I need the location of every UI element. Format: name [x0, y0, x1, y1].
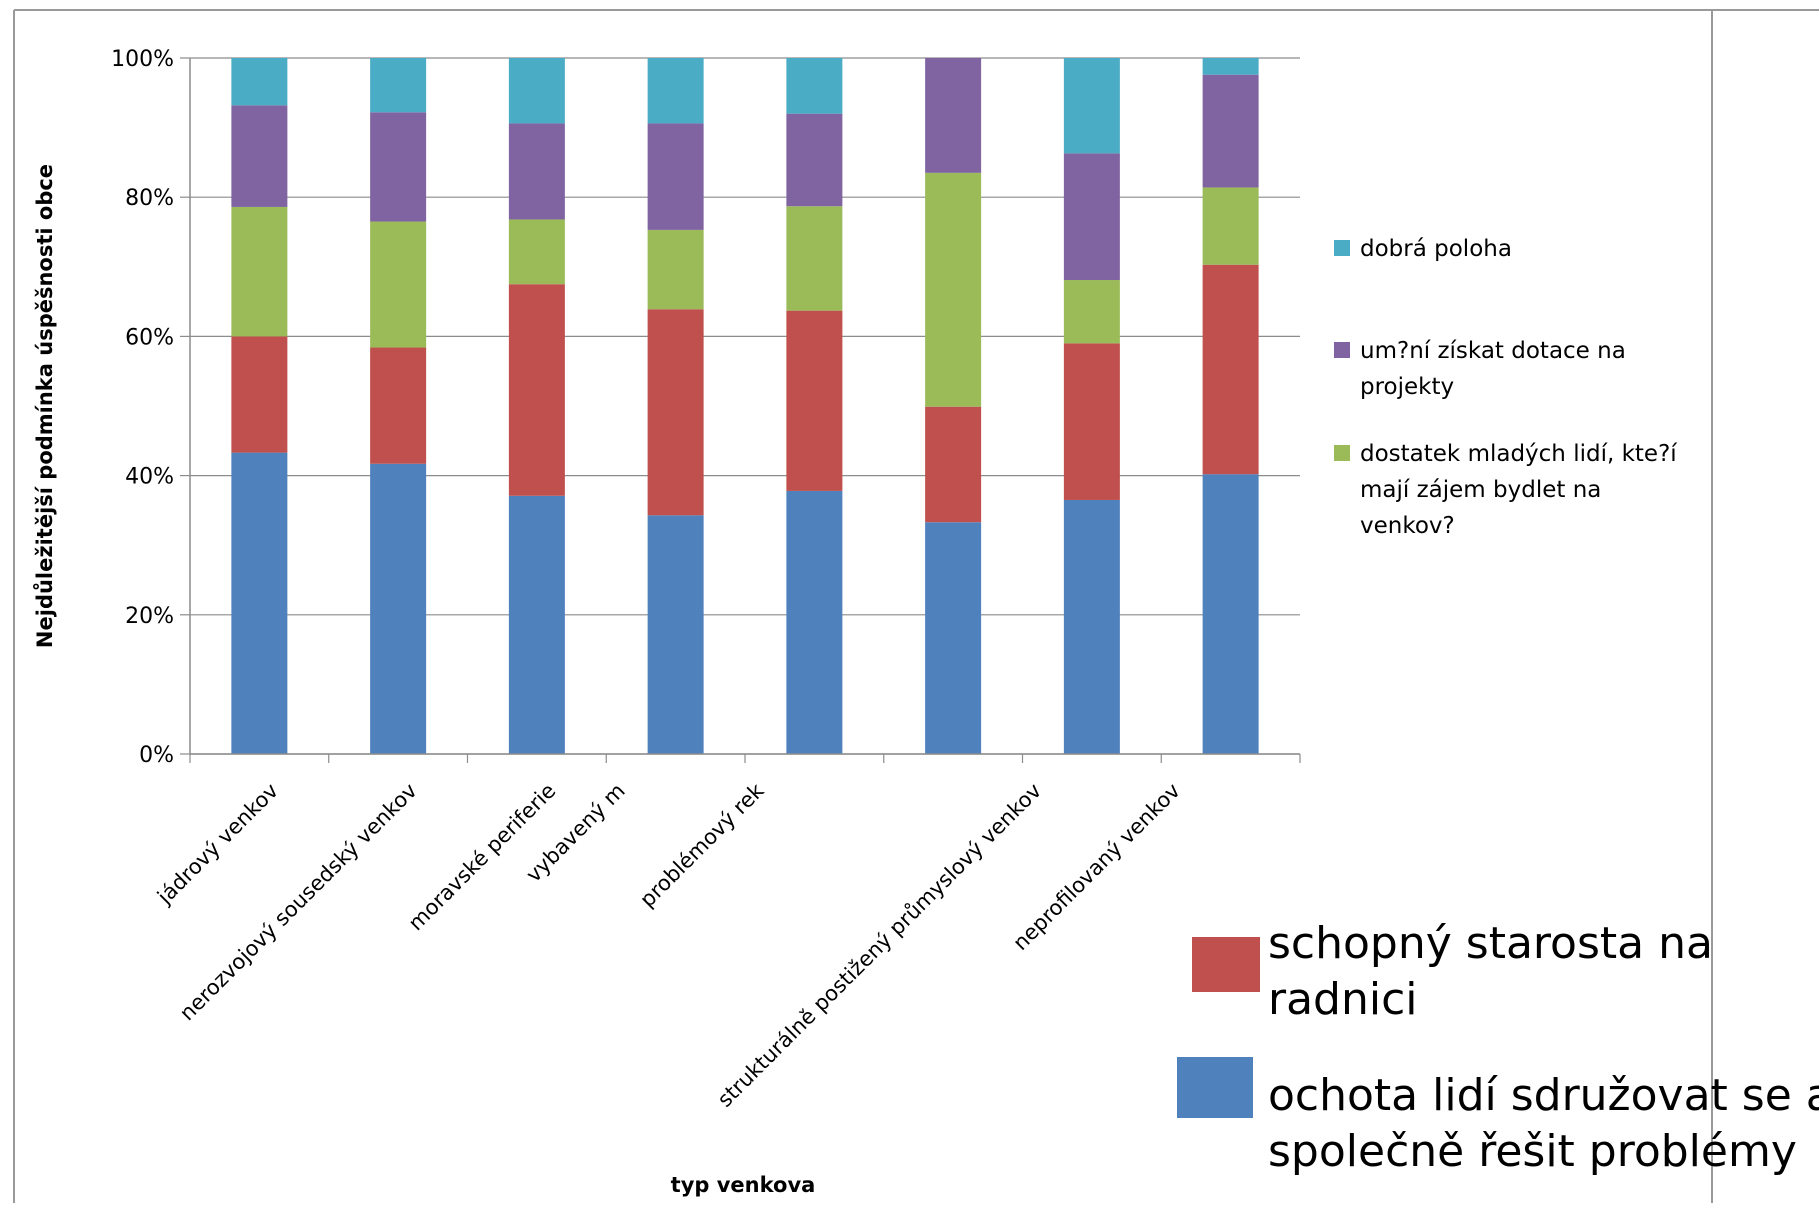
- bar-segment: [370, 463, 427, 754]
- bar-segment: [370, 347, 427, 464]
- bar-segment: [1063, 58, 1120, 154]
- bar-segment: [786, 310, 843, 491]
- legend-swatch: [1334, 342, 1350, 358]
- bar-segment: [647, 123, 704, 230]
- legend-label: dobrá poloha: [1360, 236, 1512, 262]
- bar-segment: [1202, 264, 1259, 475]
- bar-segment: [231, 452, 288, 754]
- gridlines: [190, 57, 1300, 755]
- bar-segment: [786, 206, 843, 311]
- bar-segment: [1063, 343, 1120, 500]
- bar-segment: [647, 515, 704, 754]
- bar-segment: [1063, 280, 1120, 344]
- bar-segment: [231, 206, 288, 337]
- y-tick-label: 20%: [125, 604, 174, 629]
- y-tick-label: 80%: [125, 186, 174, 211]
- bar-segment: [231, 336, 288, 453]
- legend-label: um?ní získat dotace na: [1360, 338, 1626, 364]
- bar-segment: [1202, 474, 1259, 754]
- bar-segment: [647, 309, 704, 516]
- bar-segment: [508, 58, 565, 124]
- y-tick-label: 40%: [125, 465, 174, 490]
- y-tick-label: 0%: [139, 743, 174, 768]
- x-tick-label: problémový rek: [635, 778, 769, 912]
- legend-label: venkov?: [1360, 513, 1455, 539]
- bar-segment: [925, 406, 982, 523]
- bar-segment: [925, 58, 982, 173]
- bar-segment: [1202, 58, 1259, 75]
- bar-segment: [370, 221, 427, 348]
- bar-segment: [1063, 499, 1120, 754]
- bar-segment: [925, 522, 982, 754]
- legend-label-large: ochota lidí sdružovat se a: [1268, 1070, 1819, 1121]
- bar-segment: [370, 58, 427, 113]
- y-tick-label: 60%: [125, 325, 174, 350]
- legend-label: mají zájem bydlet na: [1360, 477, 1601, 503]
- bar-segment: [786, 113, 843, 207]
- legend-label-large: schopný starosta na: [1268, 918, 1713, 969]
- x-tick-label: jádrový venkov: [152, 779, 283, 910]
- bar-segment: [925, 172, 982, 407]
- legend-label: dostatek mladých lidí, kte?í: [1360, 441, 1677, 467]
- bar-segment: [231, 105, 288, 207]
- bars: [231, 58, 1259, 754]
- legend-label: projekty: [1360, 374, 1454, 400]
- y-tick-label: 100%: [111, 47, 174, 72]
- bar-segment: [1202, 187, 1259, 265]
- y-axis-title: Nejdůležitější podmínka úspěšnosti obce: [33, 164, 57, 648]
- x-axis-title: typ venkova: [671, 1173, 816, 1197]
- legend-swatch: [1334, 445, 1350, 461]
- bar-segment: [231, 58, 288, 106]
- bar-segment: [508, 284, 565, 496]
- legend-swatch-large: [1177, 1057, 1253, 1118]
- x-tick-label: nerozvojový sousedský venkov: [175, 779, 422, 1026]
- legend-label-large: společně řešit problémy: [1268, 1126, 1797, 1177]
- bar-segment: [1202, 74, 1259, 188]
- legend-swatch-large: [1192, 937, 1260, 992]
- bar-segment: [370, 112, 427, 222]
- x-tick-label: strukturálně postižený průmyslový venkov: [713, 779, 1046, 1112]
- bar-segment: [508, 495, 565, 754]
- bar-segment: [508, 219, 565, 285]
- bar-segment: [508, 123, 565, 220]
- bar-segment: [647, 58, 704, 124]
- bar-segment: [1063, 153, 1120, 281]
- legend-swatch: [1334, 240, 1350, 256]
- legend-label-large: radnici: [1268, 974, 1418, 1025]
- legend: dobrá poloha um?ní získat dotace na projek…: [1177, 236, 1819, 1177]
- bar-segment: [786, 490, 843, 754]
- bar-segment: [786, 58, 843, 114]
- bar-segment: [647, 229, 704, 310]
